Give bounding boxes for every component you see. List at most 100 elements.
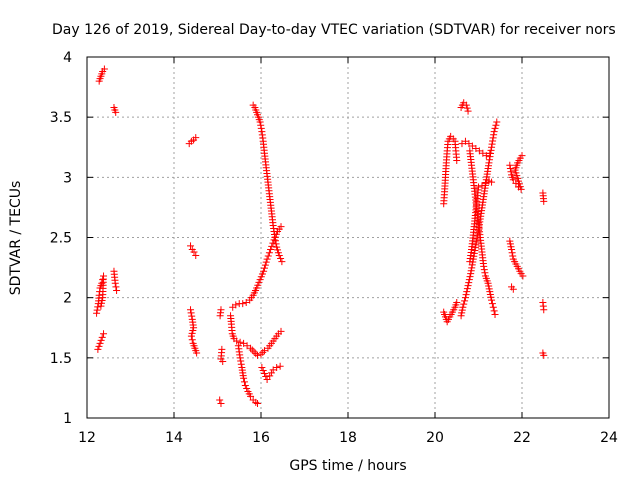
data-point: [93, 306, 101, 314]
x-tick-label: 16: [252, 430, 270, 446]
data-point: [275, 252, 283, 260]
data-point: [487, 150, 495, 158]
data-point: [260, 264, 268, 272]
data-point: [97, 302, 105, 310]
data-point: [187, 242, 195, 250]
y-axis-title: SDTVAR / TECUs: [8, 181, 24, 296]
data-point: [192, 134, 200, 142]
data-point: [113, 286, 121, 294]
data-point: [465, 279, 473, 287]
data-point: [267, 369, 275, 377]
data-point: [261, 261, 269, 269]
data-point: [460, 300, 468, 308]
data-point: [491, 311, 499, 319]
data-point: [216, 312, 224, 320]
x-tick-label: 24: [600, 430, 618, 446]
data-point: [112, 283, 120, 291]
data-point: [232, 301, 240, 309]
data-point: [485, 159, 493, 167]
data-point: [461, 297, 469, 305]
data-point: [277, 327, 285, 335]
data-point: [237, 360, 245, 368]
data-point: [272, 240, 280, 248]
data-point: [273, 363, 281, 371]
data-point: [112, 108, 120, 116]
data-point: [453, 156, 461, 164]
data-point: [471, 244, 479, 252]
data-point: [276, 362, 284, 370]
y-tick-label: 3: [63, 170, 72, 186]
chart-title: Day 126 of 2019, Sidereal Day-to-day VTE…: [52, 22, 616, 38]
data-point: [490, 307, 498, 315]
data-point: [488, 140, 496, 148]
data-point: [488, 143, 496, 151]
data-point: [540, 197, 548, 205]
data-point: [187, 306, 195, 314]
data-point: [493, 118, 501, 126]
data-point: [250, 348, 258, 356]
data-point: [488, 300, 496, 308]
data-point: [93, 309, 101, 317]
data-point: [236, 338, 244, 346]
data-point: [268, 242, 276, 250]
data-point: [278, 258, 286, 266]
x-tick-labels: 12 14 16 18 20 22 24: [78, 430, 618, 446]
data-point: [481, 269, 489, 277]
data-point: [269, 239, 277, 247]
data-point: [471, 246, 479, 254]
data-point: [472, 238, 480, 246]
data-point: [247, 392, 255, 400]
data-point: [509, 176, 517, 184]
x-tick-label: 12: [78, 430, 96, 446]
data-point: [277, 255, 285, 263]
data-point: [256, 118, 264, 126]
data-point: [94, 345, 102, 353]
data-point: [468, 264, 476, 272]
data-point: [188, 312, 196, 320]
data-point: [248, 346, 256, 354]
data-point: [237, 357, 245, 365]
data-point: [506, 165, 514, 173]
data-point: [262, 372, 270, 380]
data-point: [462, 291, 470, 299]
y-tick-label: 2.5: [50, 231, 72, 247]
data-point: [473, 235, 481, 243]
data-point: [95, 342, 103, 350]
y-tick-label: 3.5: [50, 110, 72, 126]
x-tick-label: 20: [426, 430, 444, 446]
data-point: [187, 309, 195, 317]
data-point: [486, 153, 494, 161]
data-point: [467, 270, 475, 278]
data-point: [243, 385, 251, 393]
x-tick-label: 14: [165, 430, 183, 446]
data-point: [487, 146, 495, 154]
data-point: [94, 303, 102, 311]
data-point: [98, 333, 106, 341]
data-point: [470, 249, 478, 257]
data-point: [267, 246, 275, 254]
data-point: [96, 339, 104, 347]
data-point: [188, 336, 196, 344]
data-point: [464, 282, 472, 290]
grid: [87, 57, 609, 418]
data-point: [260, 369, 268, 377]
data-point: [466, 273, 474, 281]
data-point: [480, 266, 488, 274]
data-point: [257, 124, 265, 132]
data-point: [100, 330, 108, 338]
x-tick-label: 18: [339, 430, 357, 446]
data-point: [489, 303, 497, 311]
data-point: [489, 134, 497, 142]
y-tick-label: 1.5: [50, 351, 72, 367]
data-point: [491, 124, 499, 132]
data-point: [467, 267, 475, 275]
y-tick-label: 1: [63, 411, 72, 427]
data-point: [260, 267, 268, 275]
y-tick-label: 2: [63, 291, 72, 307]
data-point: [241, 382, 249, 390]
data-point: [257, 121, 265, 129]
data-point: [236, 354, 244, 362]
y-tick-labels: 1 1.5 2 2.5 3 3.5 4: [50, 50, 72, 427]
data-point: [463, 285, 471, 293]
data-point: [111, 279, 119, 287]
